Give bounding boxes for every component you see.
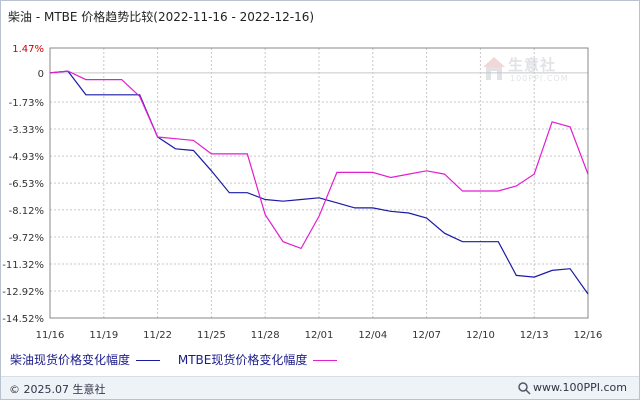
series-line-mtbe — [49, 70, 589, 250]
legend: 柴油现货价格变化幅度 MTBE现货价格变化幅度 — [10, 351, 351, 368]
copyright-text: © 2025.07 生意社 — [9, 383, 106, 396]
search-icon[interactable] — [517, 381, 531, 395]
y-tick-label: -8.12% — [9, 206, 44, 217]
x-axis-tick-labels: 11/16 11/19 11/22 11/25 11/28 12/01 12/04 12/07… — [36, 330, 603, 341]
y-tick-label: -9.72% — [9, 233, 44, 244]
x-tick-label: 11/25 — [197, 330, 226, 341]
line-chart: 1.47% 0 -1.73% -3.33% -4.93% -6.53% -8.12% -9.7… — [2, 44, 603, 341]
y-tick-label: -12.92% — [2, 287, 44, 298]
footer-bar: © 2025.07 生意社 www.100PPI.com — [1, 376, 639, 399]
series-lines — [49, 70, 589, 295]
y-axis-tick-labels: 1.47% 0 -1.73% -3.33% -4.93% -6.53% -8.12% -9.7… — [2, 44, 44, 325]
x-tick-label: 12/13 — [520, 330, 549, 341]
legend-item-diesel: 柴油现货价格变化幅度 — [10, 351, 161, 368]
legend-swatch-mtbe — [313, 360, 338, 361]
y-tick-label: -3.33% — [9, 125, 44, 136]
x-tick-label: 11/19 — [89, 330, 118, 341]
plot-border — [49, 47, 589, 319]
series-line-diesel — [49, 70, 589, 295]
y-tick-label: 1.47% — [12, 44, 44, 55]
x-tick-label: 12/01 — [305, 330, 334, 341]
site-link[interactable]: www.100PPI.com — [533, 381, 627, 394]
chart-title: 柴油 - MTBE 价格趋势比较(2022-11-16 - 2022-12-16… — [8, 10, 315, 24]
y-tick-label: -14.52% — [2, 314, 44, 325]
legend-label-diesel: 柴油现货价格变化幅度 — [10, 353, 131, 367]
x-tick-label: 12/16 — [574, 330, 603, 341]
watermark-text: 生意社 — [508, 56, 557, 74]
y-tick-label: -1.73% — [9, 98, 44, 109]
watermark-subtext: 100PPI.COM — [510, 74, 569, 83]
x-tick-label: 11/28 — [251, 330, 280, 341]
y-tick-label: 0 — [38, 69, 44, 80]
legend-label-mtbe: MTBE现货价格变化幅度 — [177, 353, 308, 367]
watermark-logo-icon — [483, 57, 505, 80]
axes — [49, 47, 589, 319]
x-tick-label: 11/16 — [36, 330, 65, 341]
y-tick-label: -4.93% — [9, 152, 44, 163]
legend-swatch-diesel — [136, 360, 161, 361]
legend-item-mtbe: MTBE现货价格变化幅度 — [178, 351, 338, 368]
x-tick-label: 12/07 — [412, 330, 441, 341]
x-tick-label: 12/10 — [466, 330, 495, 341]
x-tick-label: 11/22 — [143, 330, 172, 341]
watermark: 生意社 100PPI.COM — [480, 52, 590, 92]
y-tick-label: -6.53% — [9, 179, 44, 190]
y-tick-label: -11.32% — [2, 260, 44, 271]
x-tick-label: 12/04 — [358, 330, 387, 341]
